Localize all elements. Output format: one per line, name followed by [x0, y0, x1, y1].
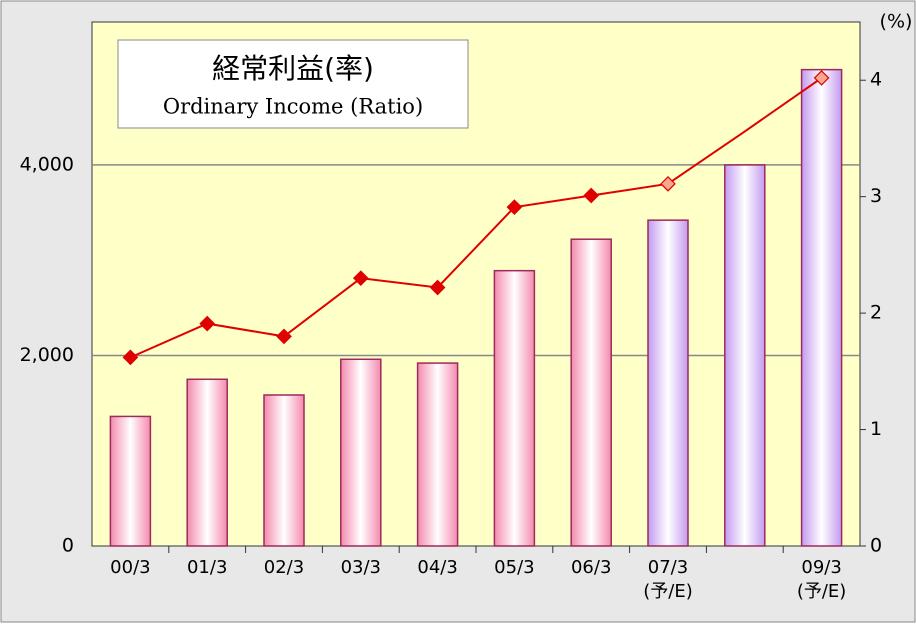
- x-tick-label: 02/3: [263, 557, 305, 578]
- x-tick-label: 05/3: [494, 557, 535, 578]
- bar: [570, 238, 612, 547]
- marker: [813, 70, 830, 86]
- bar: [109, 415, 152, 547]
- x-tick-label: 06/3: [570, 557, 612, 578]
- y-tick-label: 2,000: [20, 344, 74, 366]
- chart-subtitle: Ordinary Income (Ratio): [163, 95, 423, 119]
- x-tick-label: 01/3: [186, 557, 228, 578]
- x-tick-label: 07/3 (予/E): [643, 557, 693, 602]
- y2-tick-label: 4: [870, 69, 882, 91]
- y2-unit: (%): [880, 11, 913, 33]
- marker: [583, 187, 600, 204]
- marker: [199, 315, 216, 332]
- y-tick-label: 4,000: [20, 153, 74, 175]
- y2-tick-label: 1: [870, 418, 882, 440]
- y2-tick-label: 3: [870, 185, 882, 207]
- x-tick-label: 00/3: [110, 557, 151, 578]
- x-tick-label: 03/3: [340, 557, 381, 578]
- marker: [276, 328, 292, 345]
- bar: [647, 219, 689, 547]
- y2-tick-label: 2: [870, 302, 882, 324]
- marker: [429, 279, 446, 296]
- marker: [122, 349, 139, 366]
- bar: [416, 362, 459, 547]
- y-tick-label: 0: [62, 535, 74, 557]
- bar: [263, 394, 305, 547]
- bar: [186, 378, 228, 547]
- x-tick-label: 04/3: [417, 557, 458, 578]
- x-tick-label: 09/3 (予/E): [796, 557, 847, 602]
- marker: [506, 199, 523, 215]
- bar: [724, 164, 766, 547]
- bar: [493, 269, 536, 547]
- bar: [340, 358, 382, 547]
- marker: [660, 176, 676, 192]
- line: [129, 77, 823, 359]
- marker: [352, 270, 369, 287]
- chart-title: 経常利益(率): [212, 52, 374, 85]
- bar: [800, 68, 843, 547]
- title-box: [117, 39, 469, 129]
- y2-tick-label: 0: [870, 535, 882, 557]
